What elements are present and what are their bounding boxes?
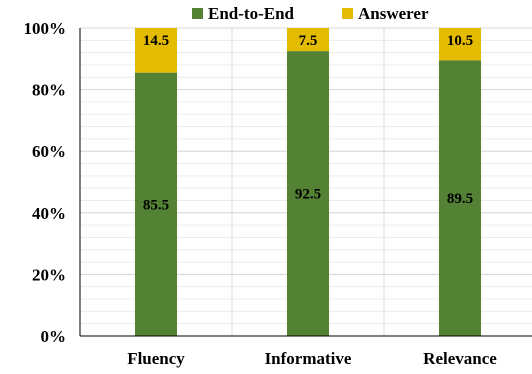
data-label: 85.5	[143, 197, 169, 213]
legend-label: End-to-End	[208, 4, 295, 23]
data-label: 14.5	[143, 33, 169, 49]
bar-answerer-informative	[287, 28, 329, 52]
axes	[79, 28, 532, 337]
bar-end-to-end-fluency	[135, 72, 177, 336]
legend-swatch	[192, 8, 203, 19]
bars	[135, 28, 481, 337]
x-category-label: Relevance	[423, 349, 497, 368]
y-tick-label: 40%	[32, 204, 66, 223]
x-axis-category-labels: Fluency Informative Relevance	[127, 349, 497, 368]
bar-end-to-end-relevance	[439, 60, 481, 337]
y-tick-label: 20%	[32, 265, 66, 284]
y-tick-label: 80%	[32, 81, 66, 100]
legend-label: Answerer	[358, 4, 429, 23]
y-axis-tick-labels: 0% 20% 40% 60% 80% 100%	[24, 19, 67, 346]
legend-swatch	[342, 8, 353, 19]
x-category-label: Informative	[265, 349, 352, 368]
data-label: 7.5	[299, 33, 318, 49]
data-label: 10.5	[447, 33, 473, 49]
y-tick-label: 60%	[32, 142, 66, 161]
data-label: 89.5	[447, 191, 473, 207]
bar-end-to-end-informative	[287, 51, 329, 336]
data-labels: 85.5 14.5 92.5 7.5 89.5 10.5	[143, 33, 473, 213]
legend: End-to-End Answerer	[192, 4, 429, 23]
data-label: 92.5	[295, 187, 321, 203]
category-dividers	[231, 28, 385, 336]
y-tick-label: 100%	[24, 19, 67, 38]
y-tick-label: 0%	[41, 327, 67, 346]
x-category-label: Fluency	[127, 349, 185, 368]
bar-answerer-fluency	[135, 28, 177, 73]
bar-answerer-relevance	[439, 28, 481, 61]
